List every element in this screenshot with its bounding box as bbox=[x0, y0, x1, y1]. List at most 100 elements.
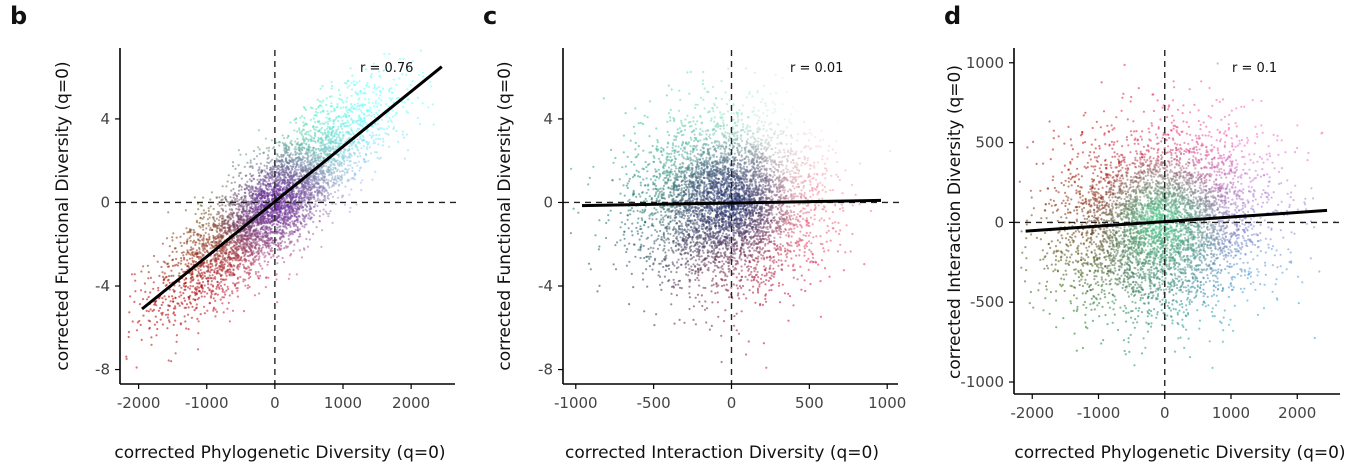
data-point bbox=[278, 173, 281, 176]
data-point bbox=[330, 80, 333, 83]
data-point bbox=[401, 100, 404, 103]
data-point bbox=[345, 121, 348, 125]
data-point bbox=[177, 261, 180, 264]
data-point bbox=[279, 232, 282, 235]
data-point bbox=[355, 92, 358, 95]
data-point bbox=[189, 302, 192, 305]
data-point bbox=[234, 259, 237, 262]
data-point bbox=[264, 254, 267, 257]
data-point bbox=[294, 140, 297, 143]
data-point bbox=[305, 133, 308, 136]
data-point bbox=[329, 168, 332, 171]
data-point bbox=[221, 296, 224, 299]
data-point bbox=[315, 161, 318, 164]
data-point bbox=[223, 222, 226, 225]
data-point bbox=[252, 211, 255, 214]
data-point bbox=[276, 153, 279, 156]
data-point bbox=[351, 147, 354, 150]
data-point bbox=[232, 225, 235, 229]
data-point bbox=[294, 224, 297, 227]
data-point bbox=[282, 207, 285, 210]
data-point bbox=[171, 239, 174, 242]
data-point bbox=[189, 248, 192, 252]
data-point bbox=[378, 97, 381, 100]
data-point bbox=[315, 114, 318, 117]
data-point bbox=[171, 297, 175, 300]
data-point bbox=[359, 154, 362, 158]
data-point bbox=[216, 280, 219, 283]
data-point bbox=[231, 259, 234, 262]
data-point bbox=[315, 151, 318, 154]
data-point bbox=[205, 261, 209, 264]
data-point bbox=[265, 180, 268, 183]
data-point bbox=[328, 147, 331, 150]
data-point bbox=[343, 160, 346, 163]
data-point bbox=[215, 262, 218, 265]
data-point bbox=[198, 290, 201, 293]
data-point bbox=[290, 253, 293, 256]
data-point bbox=[282, 199, 285, 203]
data-point bbox=[388, 52, 391, 56]
data-point bbox=[295, 207, 298, 210]
data-point bbox=[208, 301, 212, 305]
data-point bbox=[190, 279, 193, 282]
data-point bbox=[235, 194, 238, 197]
data-point bbox=[387, 120, 390, 123]
data-point bbox=[333, 142, 336, 145]
data-point bbox=[289, 224, 292, 227]
data-point bbox=[246, 287, 249, 290]
data-point bbox=[235, 214, 238, 217]
data-point bbox=[147, 271, 150, 274]
data-point bbox=[206, 244, 209, 247]
data-point bbox=[300, 163, 304, 166]
data-point bbox=[302, 219, 305, 222]
data-point bbox=[370, 152, 373, 155]
data-point bbox=[272, 239, 275, 242]
data-point bbox=[227, 229, 230, 232]
data-point bbox=[223, 248, 226, 251]
data-point bbox=[232, 187, 235, 191]
data-point bbox=[284, 224, 287, 227]
data-point bbox=[263, 190, 267, 193]
data-point bbox=[280, 169, 283, 172]
data-point bbox=[315, 108, 318, 111]
data-point bbox=[287, 206, 291, 209]
data-point bbox=[303, 191, 306, 194]
data-point bbox=[229, 271, 232, 274]
data-point bbox=[240, 233, 243, 236]
data-point bbox=[147, 295, 150, 299]
data-point bbox=[265, 167, 268, 170]
data-point bbox=[306, 193, 310, 196]
data-point bbox=[278, 181, 281, 184]
data-point bbox=[286, 178, 290, 181]
data-point bbox=[231, 161, 235, 164]
data-point bbox=[365, 153, 368, 156]
data-point bbox=[338, 131, 341, 134]
data-point bbox=[187, 251, 190, 254]
data-point bbox=[187, 265, 190, 268]
data-point bbox=[180, 257, 183, 260]
data-point bbox=[214, 225, 217, 228]
data-point bbox=[314, 190, 317, 193]
data-point bbox=[213, 276, 217, 279]
data-point bbox=[279, 171, 283, 174]
data-point bbox=[274, 177, 277, 180]
data-point bbox=[237, 256, 240, 259]
data-point bbox=[278, 141, 281, 144]
data-point bbox=[209, 262, 212, 265]
data-point bbox=[241, 212, 244, 215]
data-point bbox=[146, 264, 149, 267]
data-point bbox=[358, 80, 361, 83]
data-point bbox=[278, 144, 281, 147]
data-point bbox=[379, 138, 382, 141]
data-point bbox=[212, 239, 215, 242]
data-point bbox=[361, 179, 364, 182]
data-point bbox=[401, 73, 404, 76]
data-point bbox=[308, 207, 311, 210]
data-point bbox=[353, 80, 356, 83]
data-point bbox=[206, 309, 209, 312]
data-point bbox=[255, 233, 259, 236]
data-point bbox=[172, 232, 175, 235]
data-point bbox=[319, 131, 322, 134]
data-point bbox=[327, 193, 331, 196]
